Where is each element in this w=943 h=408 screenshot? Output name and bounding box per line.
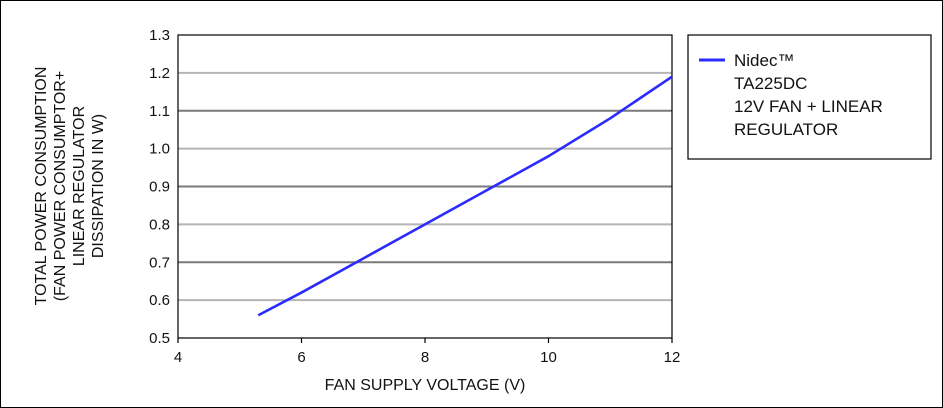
y-axis-title-line: TOTAL POWER CONSUMPTION — [33, 67, 50, 306]
x-tick-labels: 4 6 8 10 12 — [174, 338, 681, 366]
y-tick-label: 1.1 — [149, 103, 170, 120]
legend-label-line: Nidec™ — [734, 51, 794, 70]
legend-label-line: REGULATOR — [734, 120, 838, 139]
y-axis-title: TOTAL POWER CONSUMPTION (FAN POWER CONSU… — [33, 67, 107, 306]
x-tick-label: 4 — [174, 349, 182, 366]
y-tick-label: 0.5 — [149, 330, 170, 347]
legend-label-line: 12V FAN + LINEAR — [734, 97, 883, 116]
x-tick-label: 6 — [297, 349, 305, 366]
y-axis-title-line: DISSIPATION IN W) — [90, 114, 107, 258]
series-group — [257, 75, 673, 317]
y-axis-title-line: LINEAR REGULATOR — [71, 106, 88, 266]
x-axis-title: FAN SUPPLY VOLTAGE (V) — [325, 377, 526, 394]
y-tick-labels: 0.5 0.6 0.7 0.8 0.9 1.0 1.1 1.2 1.3 — [149, 27, 170, 347]
y-tick-label: 0.8 — [149, 216, 170, 233]
x-tick-label: 8 — [421, 349, 429, 366]
grid-lines — [178, 71, 672, 302]
y-tick-label: 1.2 — [149, 65, 170, 82]
y-axis-title-line: (FAN POWER CONSUMPTOR+ — [52, 71, 69, 301]
legend: Nidec™ TA225DC 12V FAN + LINEAR REGULATO… — [687, 34, 932, 160]
legend-label-line: TA225DC — [734, 74, 807, 93]
y-tick-label: 0.9 — [149, 179, 170, 196]
legend-box — [687, 34, 932, 160]
y-tick-label: 0.7 — [149, 254, 170, 271]
series-line — [257, 75, 673, 317]
x-tick-label: 10 — [540, 349, 557, 366]
y-tick-label: 0.6 — [149, 292, 170, 309]
y-tick-label: 1.0 — [149, 141, 170, 158]
y-tick-label: 1.3 — [149, 27, 170, 44]
x-tick-label: 12 — [664, 349, 681, 366]
